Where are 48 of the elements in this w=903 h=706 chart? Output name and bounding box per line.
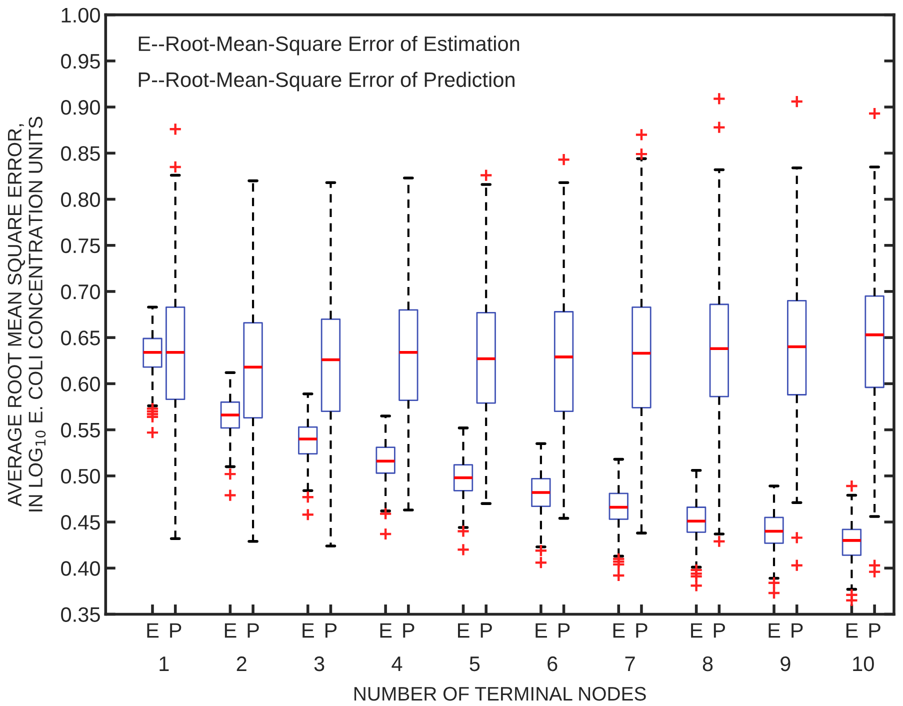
y-tick-label: 0.95 — [61, 54, 100, 69]
x-tick-label: P — [792, 623, 803, 638]
y-tick-label: 0.50 — [61, 468, 100, 484]
annotation: E--Root-Mean-Square Error of Estimation — [138, 36, 520, 56]
text: 5 — [470, 656, 480, 672]
y-tick-label: 0.60 — [61, 376, 100, 392]
text: 9 — [780, 656, 790, 672]
x-tick-label: P — [248, 623, 259, 638]
x-tick-label: P — [636, 623, 648, 638]
x-tick-label: E — [613, 623, 625, 638]
text: 2 — [236, 656, 246, 671]
x-tick-label: P — [558, 623, 570, 638]
x-tick-label: P — [480, 623, 492, 638]
x-tick-label: P — [714, 623, 726, 638]
y-tick-label: 0.45 — [61, 515, 100, 530]
x-tick-label: E — [768, 623, 780, 638]
x-tick-label: P — [170, 623, 182, 638]
x-tick-label: E — [380, 623, 392, 638]
x-tick-label: E — [147, 623, 159, 638]
text: 3 — [314, 656, 324, 672]
y-tick-label: 0.65 — [61, 330, 100, 346]
y-tick-label: 0.90 — [61, 100, 100, 115]
y-tick-label: 0.40 — [61, 561, 100, 576]
text: 8 — [702, 656, 713, 672]
y-axis-title: AVERAGE ROOT MEAN SQUARE ERROR, IN LOG$_{10}$ E. COLI CONCENTRATION UNITS — [8, 116, 46, 512]
y-tick-label: 0.55 — [61, 422, 100, 438]
y-tick-label: 0.35 — [61, 607, 100, 622]
y-tick-label: 0.75 — [61, 238, 100, 254]
y-tick-label: 0.85 — [61, 146, 100, 161]
x-tick-label: E — [536, 623, 547, 638]
text: 7 — [625, 656, 635, 671]
x-tick-label: P — [403, 623, 414, 638]
text: 6 — [548, 656, 558, 672]
x-tick-label: E — [458, 623, 470, 638]
annotation: P--Root-Mean-Square Error of Prediction — [138, 72, 514, 92]
x-axis-title: NUMBER OF TERMINAL NODES — [354, 686, 646, 701]
text: 1 — [160, 656, 169, 671]
x-tick-label: E — [846, 623, 858, 638]
y-tick-label: 0.80 — [61, 192, 100, 208]
x-tick-label: E — [302, 623, 314, 638]
x-tick-label: P — [325, 623, 337, 638]
x-tick-label: P — [869, 623, 880, 638]
x-tick-label: E — [224, 623, 236, 638]
x-tick-label: E — [691, 623, 702, 638]
y-tick-label: 1.00 — [62, 8, 100, 23]
text: 4 — [392, 656, 402, 671]
text: 10 — [853, 656, 874, 672]
y-tick-label: 0.70 — [61, 284, 100, 300]
